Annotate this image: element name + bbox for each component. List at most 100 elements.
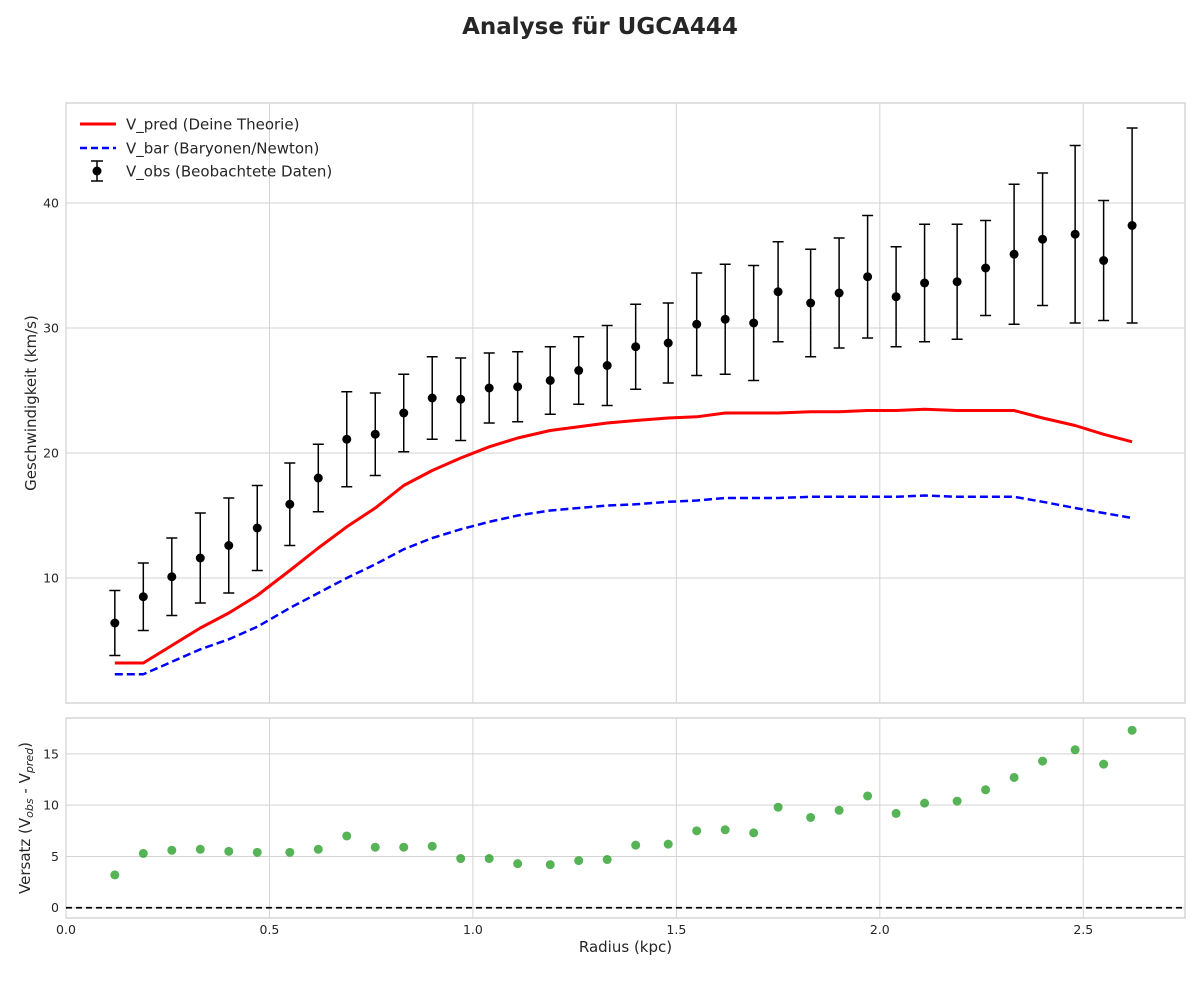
residual-point xyxy=(692,826,702,836)
residual-point xyxy=(806,812,816,822)
residual-point xyxy=(749,828,759,838)
residual-point xyxy=(484,854,494,864)
v-obs-marker xyxy=(952,277,962,287)
v-obs-marker xyxy=(456,394,466,404)
legend-label-v-pred: V_pred (Deine Theorie) xyxy=(126,116,299,135)
v-obs-point xyxy=(398,373,410,453)
v-obs-marker xyxy=(1099,256,1109,265)
residual-point xyxy=(631,840,641,850)
residual-point xyxy=(574,856,584,866)
residual-point xyxy=(981,785,991,795)
residual-point xyxy=(399,842,409,852)
bottom-panel-points xyxy=(66,725,1185,909)
v-obs-point xyxy=(166,537,178,617)
v-obs-marker xyxy=(1038,234,1048,244)
top-panel-y-ticks: 10 20 30 40 xyxy=(43,196,59,586)
v-obs-marker xyxy=(138,592,148,602)
v-obs-marker xyxy=(891,292,901,302)
residual-point xyxy=(1009,772,1019,782)
residual-point xyxy=(252,847,262,857)
residual-point xyxy=(602,855,612,865)
residual-point xyxy=(545,860,555,870)
residual-point xyxy=(1127,725,1137,735)
v-obs-marker xyxy=(749,318,759,328)
bottom-x-tick-label: 0.0 xyxy=(56,922,76,937)
bottom-x-tick-label: 1.0 xyxy=(463,922,483,937)
v-obs-point xyxy=(194,512,206,604)
v-obs-marker xyxy=(513,382,523,392)
v-obs-point xyxy=(483,352,495,424)
v-obs-marker xyxy=(773,287,783,297)
legend-label-v-bar: V_bar (Baryonen/Newton) xyxy=(126,140,319,159)
residual-point xyxy=(720,825,730,835)
v-obs-marker xyxy=(342,434,352,444)
v-obs-point xyxy=(544,346,556,415)
v-obs-point xyxy=(223,497,235,594)
v-obs-point xyxy=(573,336,585,405)
v-obs-point xyxy=(890,246,902,348)
residual-point xyxy=(313,844,323,854)
residual-point xyxy=(456,854,466,864)
v-obs-marker xyxy=(313,473,323,483)
legend: V_pred (Deine Theorie) V_bar (Baryonen/N… xyxy=(80,116,332,182)
v-obs-point xyxy=(426,356,438,440)
residual-point xyxy=(773,802,783,812)
v-obs-point xyxy=(1069,144,1081,324)
v-obs-marker xyxy=(663,338,673,348)
top-panel-series xyxy=(109,127,1138,676)
v-obs-point xyxy=(1098,199,1110,322)
v-obs-marker xyxy=(224,541,234,550)
residual-point xyxy=(285,847,295,857)
v-obs-point xyxy=(512,351,524,423)
bottom-x-axis-label: Radius (kpc) xyxy=(579,938,672,956)
bottom-x-tick-label: 1.5 xyxy=(666,922,686,937)
bottom-panel-grid xyxy=(65,718,1185,918)
top-y-tick-label: 40 xyxy=(43,196,59,211)
bottom-y-tick-label: 15 xyxy=(43,746,59,761)
residual-point xyxy=(663,839,673,849)
v-obs-marker xyxy=(285,499,295,509)
top-y-tick-label: 10 xyxy=(43,571,59,586)
v-obs-marker xyxy=(1070,229,1080,239)
residual-point xyxy=(342,831,352,841)
v-obs-point xyxy=(772,241,784,343)
v-obs-marker xyxy=(399,408,409,418)
v-obs-point xyxy=(284,462,296,547)
v-obs-marker xyxy=(834,288,844,298)
v-obs-point xyxy=(805,248,817,358)
v-obs-point xyxy=(109,589,121,657)
residual-point xyxy=(195,844,205,854)
v-obs-marker xyxy=(863,272,873,282)
v-obs-marker xyxy=(484,383,494,393)
residual-point xyxy=(138,848,148,858)
v-obs-marker xyxy=(806,298,816,308)
v-obs-marker xyxy=(920,278,930,288)
bottom-panel-x-ticks: 0.0 0.5 1.0 1.5 2.0 2.5 xyxy=(56,922,1093,937)
top-panel-grid xyxy=(65,103,1185,703)
bottom-panel-frame xyxy=(65,717,1186,919)
v-obs-point xyxy=(833,237,845,349)
bottom-panel-y-ticks: 0 5 10 15 xyxy=(43,746,59,915)
v-obs-marker xyxy=(1127,221,1137,230)
v-obs-marker xyxy=(195,553,205,563)
v-obs-point xyxy=(1008,183,1020,325)
v-obs-point xyxy=(455,357,467,442)
v-obs-marker xyxy=(167,572,177,582)
bottom-x-tick-label: 0.5 xyxy=(260,922,280,937)
v-obs-point xyxy=(919,223,931,343)
bottom-y-tick-label: 0 xyxy=(51,900,59,915)
v-obs-marker xyxy=(252,523,262,533)
v-obs-point xyxy=(369,392,381,477)
v-obs-point xyxy=(719,263,731,375)
v-obs-point xyxy=(601,324,613,407)
bottom-x-tick-label: 2.5 xyxy=(1073,922,1093,937)
v-obs-point xyxy=(662,302,674,384)
legend-swatch-v-obs xyxy=(91,160,103,182)
residual-point xyxy=(952,796,962,806)
residual-point xyxy=(224,846,234,856)
v-obs-point xyxy=(312,443,324,513)
v-obs-marker xyxy=(1009,249,1019,259)
bottom-y-axis-label: Versatz (Vobs - Vpred) xyxy=(16,742,36,894)
v-obs-point xyxy=(951,223,963,340)
residual-point xyxy=(370,842,380,852)
